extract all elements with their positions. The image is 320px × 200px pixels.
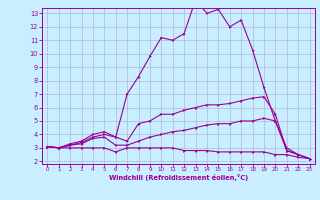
X-axis label: Windchill (Refroidissement éolien,°C): Windchill (Refroidissement éolien,°C) — [109, 174, 248, 181]
